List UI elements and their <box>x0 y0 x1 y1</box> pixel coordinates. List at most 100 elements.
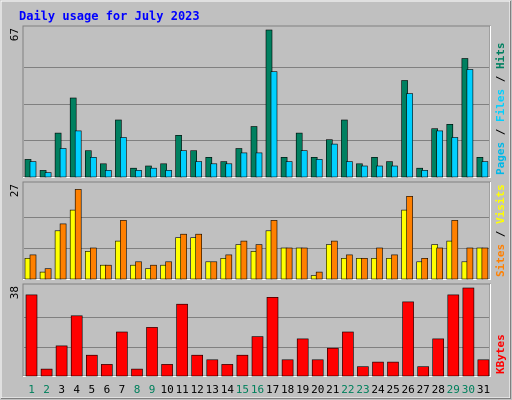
bar-files-day-16 <box>255 152 263 178</box>
legend-separator: / <box>494 69 507 89</box>
legend-visits: Visits <box>494 184 507 224</box>
chart-panels: 67 Pages / Files / Hits 27 Sites / Visits 38… <box>8 25 507 377</box>
bar-files-day-5 <box>90 157 97 178</box>
x-tick-label-day-20: 20 <box>311 383 324 396</box>
bar-sites-day-18 <box>285 247 293 280</box>
bar-kbytes-day-21 <box>326 347 339 377</box>
x-tick-label-day-15: 15 <box>236 383 249 396</box>
x-tick-label-day-22: 22 <box>341 383 354 396</box>
bar-files-day-6 <box>105 170 112 178</box>
bar-kbytes-day-25 <box>387 361 399 377</box>
x-tick-label-day-9: 9 <box>149 383 156 396</box>
x-tick-label-day-16: 16 <box>251 383 264 396</box>
bar-sites-day-26 <box>406 196 413 280</box>
bar-files-day-1 <box>29 161 37 178</box>
legend-separator: / <box>494 122 507 142</box>
panel-max-label: 27 <box>8 184 21 197</box>
bar-kbytes-day-24 <box>372 361 384 377</box>
bar-kbytes-day-16 <box>251 336 264 377</box>
bar-kbytes-day-4 <box>70 315 83 377</box>
bar-files-day-17 <box>270 71 278 178</box>
bar-kbytes-day-2 <box>40 368 53 377</box>
legend-hits: Hits <box>494 43 507 70</box>
x-tick-label-day-25: 25 <box>386 383 399 396</box>
bar-files-day-7 <box>120 137 127 178</box>
bar-kbytes-day-18 <box>281 359 294 377</box>
bar-sites-day-27 <box>421 257 429 280</box>
bar-sites-day-11 <box>180 233 187 280</box>
bar-files-day-27 <box>421 170 429 178</box>
bar-sites-day-24 <box>376 247 383 280</box>
bar-kbytes-day-5 <box>86 354 98 377</box>
bar-files-day-4 <box>74 130 82 178</box>
x-tick-label-day-4: 4 <box>73 383 80 396</box>
bar-files-day-23 <box>361 165 368 178</box>
bar-sites-day-13 <box>210 261 218 280</box>
panel-kbytes: 38 KBytes <box>8 283 507 377</box>
bar-kbytes-day-3 <box>55 345 68 377</box>
x-tick-label-day-5: 5 <box>88 383 95 396</box>
x-tick-label-day-3: 3 <box>58 383 65 396</box>
x-tick-label-day-19: 19 <box>296 383 309 396</box>
bar-kbytes-day-10 <box>161 364 173 377</box>
bar-sites-day-14 <box>225 254 233 280</box>
bar-kbytes-day-29 <box>447 294 460 377</box>
x-tick-label-day-11: 11 <box>176 383 189 396</box>
bar-sites-day-15 <box>240 240 248 280</box>
bar-files-day-11 <box>180 150 187 178</box>
bar-files-day-20 <box>315 159 323 178</box>
bar-kbytes-day-22 <box>342 331 354 377</box>
x-tick-label-day-7: 7 <box>119 383 126 396</box>
x-tick-label-day-27: 27 <box>417 383 430 396</box>
bar-kbytes-day-8 <box>131 368 143 377</box>
bar-kbytes-day-23 <box>357 366 369 377</box>
panel-max-label: 38 <box>8 286 21 299</box>
bar-sites-day-16 <box>255 244 263 280</box>
x-tick-label-day-28: 28 <box>432 383 445 396</box>
bar-sites-day-22 <box>346 254 353 280</box>
x-tick-label-day-6: 6 <box>104 383 111 396</box>
bar-kbytes-day-13 <box>206 359 219 377</box>
bar-kbytes-day-1 <box>25 294 38 377</box>
bar-kbytes-day-30 <box>462 287 475 377</box>
bar-files-day-13 <box>210 163 218 178</box>
bar-sites-day-6 <box>105 264 112 280</box>
bar-sites-day-28 <box>436 247 444 280</box>
bar-sites-day-31 <box>481 247 489 280</box>
x-tick-label-day-12: 12 <box>191 383 204 396</box>
bar-files-day-26 <box>406 93 413 178</box>
bar-sites-day-29 <box>451 220 459 280</box>
bar-files-day-2 <box>44 172 52 178</box>
bar-kbytes-day-20 <box>311 359 324 377</box>
bar-sites-day-9 <box>150 264 157 280</box>
bar-sites-day-23 <box>361 257 368 280</box>
bar-kbytes-day-19 <box>296 338 309 377</box>
x-tick-label-day-24: 24 <box>371 383 385 396</box>
bar-files-day-28 <box>436 130 444 178</box>
x-tick-label-day-2: 2 <box>43 383 50 396</box>
bar-sites-day-21 <box>330 240 338 280</box>
bar-kbytes-day-27 <box>417 366 430 377</box>
bar-sites-day-17 <box>270 220 278 280</box>
x-tick-label-day-13: 13 <box>206 383 219 396</box>
bar-files-day-21 <box>330 143 338 178</box>
bar-kbytes-day-11 <box>176 303 188 377</box>
bar-files-day-3 <box>59 148 67 178</box>
bar-files-day-29 <box>451 137 459 178</box>
bar-sites-day-25 <box>391 254 398 280</box>
bar-sites-day-1 <box>29 254 37 280</box>
bar-files-day-10 <box>165 170 172 178</box>
bar-sites-day-7 <box>120 220 127 280</box>
bar-files-day-19 <box>300 150 308 178</box>
x-tick-label-day-14: 14 <box>221 383 235 396</box>
bar-kbytes-day-31 <box>477 359 490 377</box>
x-tick-label-day-26: 26 <box>401 383 414 396</box>
x-tick-label-day-31: 31 <box>477 383 490 396</box>
bar-sites-day-4 <box>74 189 82 280</box>
legend-kbytes: KBytes <box>494 334 507 374</box>
bar-kbytes-day-7 <box>116 331 128 377</box>
bar-sites-day-8 <box>135 261 142 280</box>
bar-kbytes-day-12 <box>191 354 203 377</box>
